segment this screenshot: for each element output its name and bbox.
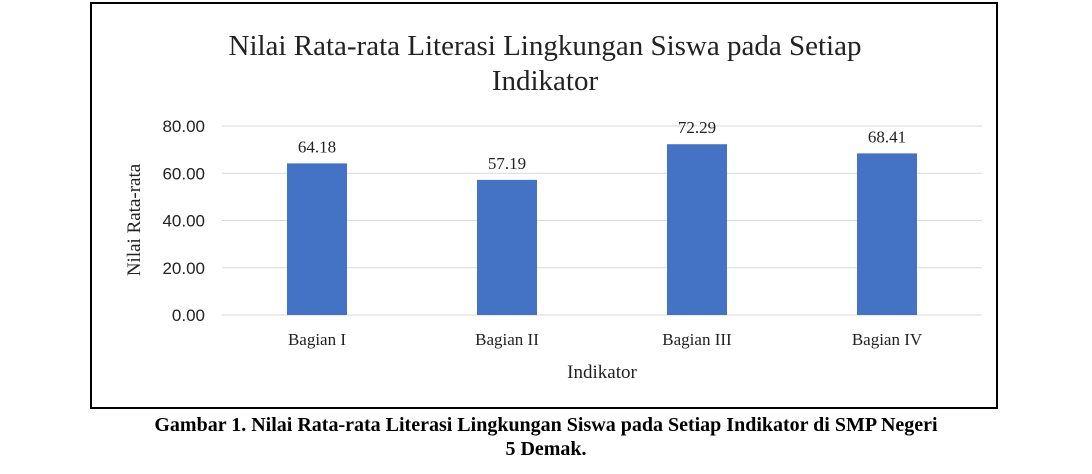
bar	[287, 163, 347, 315]
chart-frame	[90, 2, 998, 409]
x-tick-label: Bagian IV	[852, 330, 923, 349]
bar	[857, 153, 917, 315]
x-tick-label: Bagian II	[475, 330, 539, 349]
y-tick-label: 60.00	[162, 164, 205, 183]
data-label: 72.29	[678, 118, 716, 137]
y-tick-label: 0.00	[172, 306, 205, 325]
figure-caption: Gambar 1. Nilai Rata-rata Literasi Lingk…	[0, 413, 1092, 461]
caption-line-1: Gambar 1. Nilai Rata-rata Literasi Lingk…	[154, 414, 938, 436]
caption-line-2: 5 Demak.	[505, 438, 587, 460]
x-tick-label: Bagian III	[662, 330, 732, 349]
y-axis-title: Nilai Rata-rata	[124, 163, 145, 276]
bar	[667, 144, 727, 315]
x-tick-label: Bagian I	[288, 330, 346, 349]
data-label: 68.41	[868, 127, 906, 146]
data-label: 64.18	[298, 137, 336, 156]
y-tick-label: 20.00	[162, 259, 205, 278]
y-tick-labels: 0.00 20.00 40.00 60.00 80.00	[162, 117, 205, 325]
gridlines	[222, 125, 982, 316]
bar	[477, 179, 537, 315]
data-labels: 64.18 57.19 72.29 68.41	[298, 118, 906, 173]
x-tick-labels: Bagian I Bagian II Bagian III Bagian IV	[288, 330, 923, 349]
chart-title-line-2: Indikator	[492, 65, 599, 97]
data-label: 57.19	[488, 154, 526, 173]
chart-title-line-1: Nilai Rata-rata Literasi Lingkungan Sisw…	[229, 30, 862, 62]
bars	[287, 144, 917, 315]
y-tick-label: 80.00	[162, 117, 205, 136]
y-tick-label: 40.00	[162, 212, 205, 231]
x-axis-title: Indikator	[567, 362, 637, 383]
